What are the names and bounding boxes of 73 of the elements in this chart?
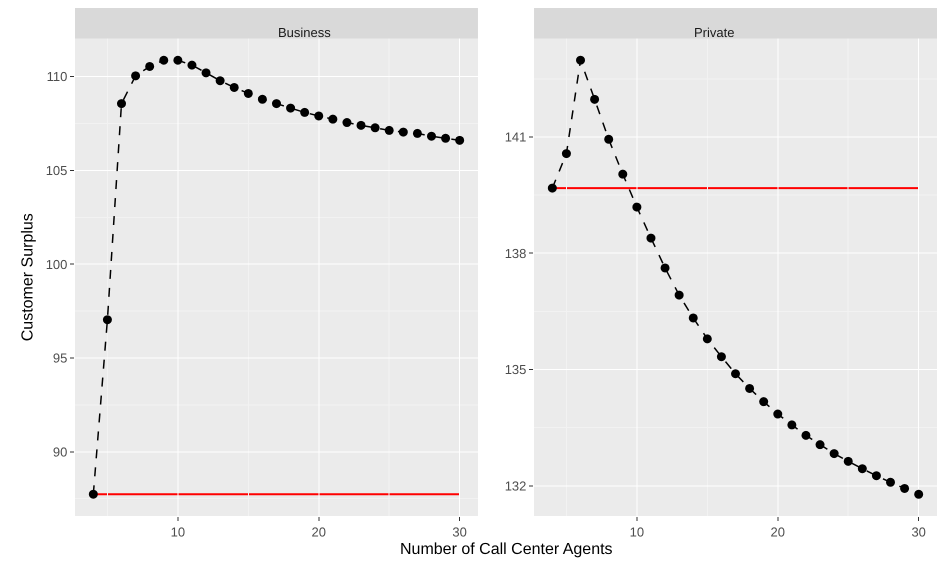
x-tick-label: 10 (170, 524, 186, 540)
x-tick-label: 30 (911, 524, 926, 540)
point (759, 397, 768, 406)
point (886, 478, 896, 487)
point (412, 128, 422, 138)
point (398, 128, 408, 137)
point (244, 88, 253, 98)
point (230, 82, 239, 92)
y-tick-label: 141 (504, 129, 526, 144)
point (604, 134, 614, 144)
point (370, 123, 380, 132)
x-tick-label: 20 (770, 524, 786, 540)
point (88, 490, 98, 499)
point (576, 56, 586, 65)
point (801, 430, 810, 440)
point (286, 104, 296, 113)
x-axis-title: Number of Call Center Agents (400, 541, 613, 558)
point (102, 315, 112, 324)
point (328, 114, 338, 124)
point (844, 456, 853, 466)
y-tick-label: 105 (46, 162, 68, 178)
point (716, 352, 726, 362)
point (660, 263, 670, 272)
y-tick-label: 110 (46, 69, 68, 84)
point (202, 68, 211, 78)
x-tick-label: 10 (630, 524, 644, 540)
x-tick-label: 20 (312, 524, 326, 540)
point (258, 94, 267, 104)
point (314, 111, 324, 120)
point (441, 134, 450, 143)
y-tick-label: 135 (504, 362, 526, 378)
point (272, 99, 281, 108)
y-tick-label: 90 (52, 444, 68, 460)
point (590, 94, 600, 104)
point (342, 118, 352, 128)
point (117, 99, 126, 108)
x-tick-label: 30 (452, 524, 467, 540)
point (773, 410, 782, 419)
point (745, 384, 754, 393)
point (300, 108, 310, 117)
y-tick-label: 100 (46, 256, 68, 272)
y-axis-title: Customer Surplus (20, 213, 37, 342)
point (455, 136, 464, 145)
point (145, 62, 154, 71)
chart-title: Private (694, 25, 734, 40)
point (830, 449, 839, 458)
point (216, 76, 225, 86)
y-tick-label: 132 (504, 478, 526, 494)
point (787, 420, 796, 430)
y-tick-label: 138 (504, 246, 526, 261)
point (632, 202, 642, 212)
y-tick-label: 95 (52, 350, 68, 366)
chart-title: Business (278, 25, 332, 40)
point (858, 464, 867, 474)
point (872, 471, 881, 480)
point (548, 184, 557, 193)
point (356, 120, 366, 130)
point (618, 170, 628, 179)
point (914, 490, 924, 499)
point (173, 56, 182, 65)
point (900, 484, 910, 493)
point (562, 149, 571, 158)
point (646, 234, 656, 243)
point (731, 369, 740, 378)
point (384, 126, 394, 135)
point (426, 132, 436, 141)
point (674, 290, 684, 300)
point (816, 440, 825, 450)
point (187, 60, 196, 70)
point (702, 334, 712, 344)
point (131, 71, 140, 80)
point (159, 56, 168, 65)
point (688, 313, 698, 322)
